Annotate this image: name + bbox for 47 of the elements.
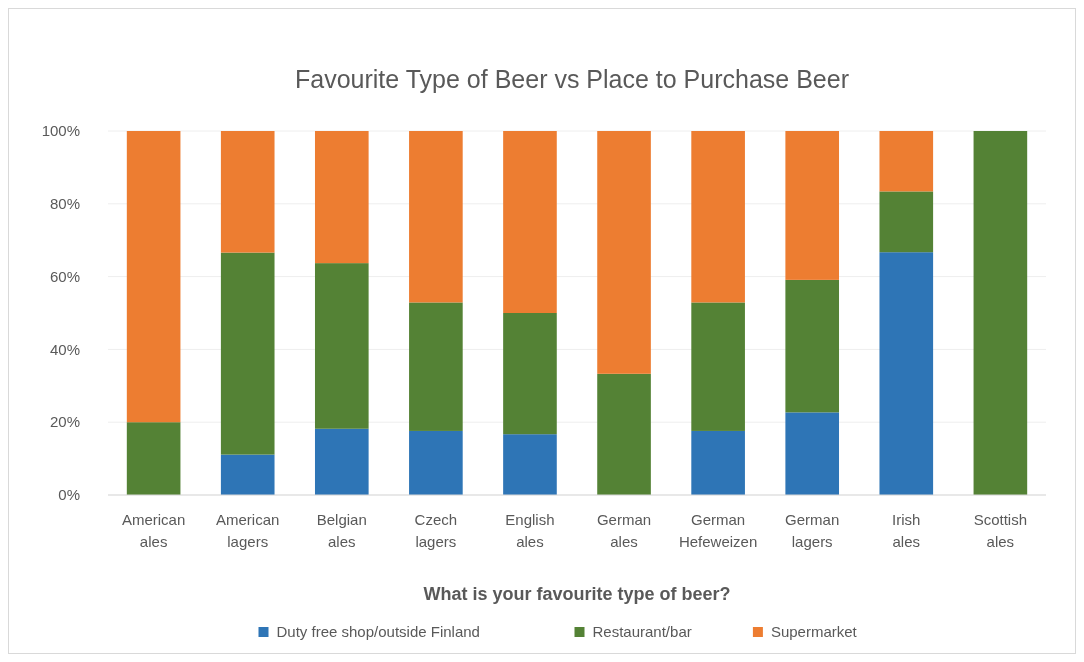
bar — [503, 434, 557, 495]
bar — [597, 131, 651, 374]
legend-label: Supermarket — [770, 623, 858, 640]
x-tick-label: German Hefeweizen — [678, 511, 758, 550]
bar — [879, 252, 934, 495]
bar — [973, 131, 1028, 495]
bar — [220, 252, 275, 455]
legend-label: Restaurant/bar — [592, 623, 692, 640]
bar — [785, 412, 840, 495]
bar — [220, 131, 275, 253]
x-tick-label: German lagers — [785, 511, 840, 550]
bar — [126, 131, 181, 423]
bar — [691, 131, 745, 303]
x-tick-label: American lagers — [216, 511, 280, 550]
bar — [220, 454, 275, 495]
bar — [879, 131, 934, 192]
y-tick-label: 100% — [41, 122, 80, 140]
y-tick-label: 80% — [49, 195, 80, 213]
x-tick-label: English ales — [505, 511, 555, 550]
x-tick-label: Belgian ales — [316, 511, 367, 550]
bar — [691, 430, 745, 495]
x-tick-label: Scottish ales — [973, 511, 1028, 550]
y-tick-label: 40% — [49, 340, 80, 358]
legend-label: Duty free shop/outside Finland — [276, 623, 480, 640]
bar — [409, 430, 463, 495]
x-tick-label: Czech lagers — [414, 511, 458, 550]
x-axis-title: What is your favourite type of beer? — [423, 584, 731, 604]
bar — [785, 131, 840, 280]
bar — [314, 131, 369, 264]
x-tick-label: American ales — [121, 511, 186, 550]
bar — [597, 373, 651, 495]
bar — [503, 131, 557, 313]
y-tick-label: 0% — [58, 486, 80, 504]
bar — [503, 313, 557, 435]
bar — [314, 263, 369, 429]
bar — [785, 279, 840, 413]
bar — [409, 131, 463, 303]
bar — [126, 422, 181, 495]
bar — [691, 302, 745, 431]
y-tick-label: 60% — [49, 267, 80, 285]
bar — [879, 191, 934, 253]
x-tick-label: Irish ales — [892, 511, 921, 550]
bar — [409, 302, 463, 431]
y-tick-label: 20% — [49, 413, 80, 431]
x-tick-label: German ales — [596, 511, 652, 550]
chart-title: Favourite Type of Beer vs Place to Purchase Beer — [295, 65, 849, 93]
bar — [314, 428, 369, 495]
